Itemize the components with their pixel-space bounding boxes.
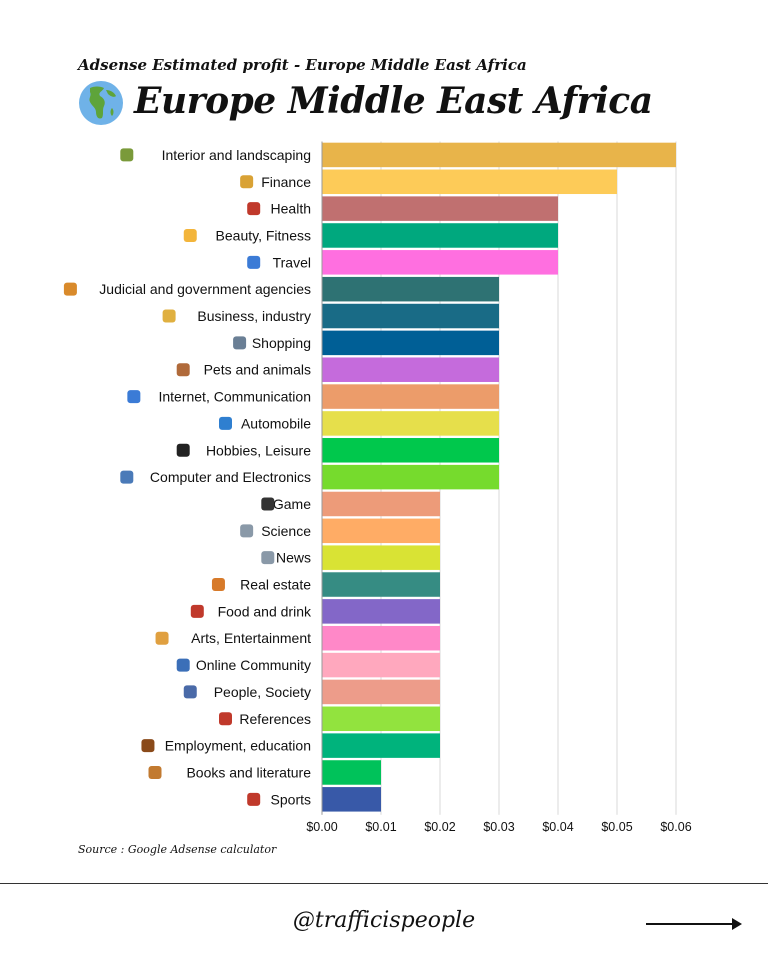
category-label: Employment, education (165, 738, 311, 754)
bar (322, 679, 440, 705)
globe-europe-africa-icon (79, 81, 123, 125)
category-label: Game (273, 496, 311, 512)
artist-icon (155, 631, 169, 645)
x-tick-label: $0.01 (365, 820, 396, 834)
balance-scale-icon (63, 282, 77, 296)
x-tick-label: $0.06 (660, 820, 691, 834)
category-label: References (239, 711, 311, 727)
chart-title: Europe Middle East Africa (134, 80, 653, 122)
luggage-icon (247, 255, 261, 269)
category-label: Books and literature (186, 764, 311, 780)
people-hugging-icon (176, 658, 190, 672)
bar (322, 411, 499, 436)
bar (322, 169, 617, 195)
category-label: Computer and Electronics (150, 469, 311, 485)
bar (322, 142, 676, 168)
bar (322, 733, 440, 758)
category-label: Real estate (240, 577, 311, 593)
speaking-people-icon (183, 685, 197, 699)
bar (322, 464, 499, 490)
x-tick-label: $0.05 (601, 820, 632, 834)
shopping-cart-icon (233, 336, 247, 350)
source-note: Source : Google Adsense calculator (78, 843, 277, 856)
category-label: Online Community (196, 657, 311, 673)
billiard-ball-icon (176, 443, 190, 457)
category-label: People, Society (214, 684, 311, 700)
x-tick-label: $0.02 (424, 820, 455, 834)
briefcase-icon (141, 739, 155, 753)
bar (322, 330, 499, 356)
books-icon (148, 765, 162, 779)
bookmark-icon (219, 712, 232, 726)
bar-chart: $0.00 $0.01 $0.02 $0.03 $0.04 $0.05 $0.06 Inter… (63, 141, 692, 834)
pill-icon (247, 202, 261, 216)
category-label: Health (271, 201, 311, 217)
game-controller-icon (261, 497, 275, 511)
bar (322, 652, 440, 678)
category-label: Automobile (241, 415, 311, 431)
bar (322, 625, 440, 651)
bar (322, 303, 499, 329)
category-label: Finance (261, 174, 311, 190)
bar (322, 787, 381, 812)
bar (322, 572, 440, 597)
category-label: Travel (273, 254, 311, 270)
bar (322, 357, 499, 382)
category-label: Beauty, Fitness (216, 227, 311, 243)
bar (322, 545, 440, 570)
money-bag-icon (240, 175, 254, 189)
bar (322, 223, 558, 248)
category-label: Interior and landscaping (162, 147, 311, 163)
flexed-biceps-icon (183, 228, 197, 242)
car-icon (219, 416, 232, 430)
factory-worker-icon (162, 309, 176, 323)
category-label: Sports (271, 791, 311, 807)
right-arrow-icon[interactable] (646, 915, 746, 933)
footer-divider (0, 883, 768, 884)
cyclist-icon (247, 792, 261, 806)
x-tick-label: $0.00 (306, 820, 337, 834)
microscope-icon (240, 524, 254, 538)
bento-box-icon (190, 604, 204, 618)
bar (322, 196, 558, 221)
bar (322, 599, 440, 624)
bar (322, 250, 558, 275)
category-label: Business, industry (197, 308, 311, 324)
x-tick-label: $0.03 (483, 820, 514, 834)
category-label: Hobbies, Leisure (206, 442, 311, 458)
bar (322, 438, 499, 463)
bar (322, 384, 499, 409)
social-handle: @trafficispeople (292, 908, 476, 933)
category-label: Arts, Entertainment (191, 630, 311, 646)
category-label: Science (261, 523, 311, 539)
globe-meridians-icon (127, 390, 141, 404)
category-label: Judicial and government agencies (99, 281, 311, 297)
bar (322, 706, 440, 732)
chart-subtitle: Adsense Estimated profit - Europe Middle… (78, 56, 527, 74)
category-label: Food and drink (218, 603, 312, 619)
category-label: Shopping (252, 335, 311, 351)
dog-icon (176, 363, 190, 377)
laptop-icon (120, 470, 134, 484)
bar (322, 491, 440, 517)
cityscape-icon (211, 578, 225, 592)
bar (322, 518, 440, 544)
x-tick-label: $0.04 (542, 820, 573, 834)
house-garden-icon (120, 148, 134, 162)
category-label: Pets and animals (204, 362, 311, 378)
bar (322, 276, 499, 302)
bar (322, 760, 381, 785)
newspaper-icon (261, 551, 275, 565)
category-label: Internet, Communication (158, 389, 311, 405)
category-label: News (276, 550, 311, 566)
